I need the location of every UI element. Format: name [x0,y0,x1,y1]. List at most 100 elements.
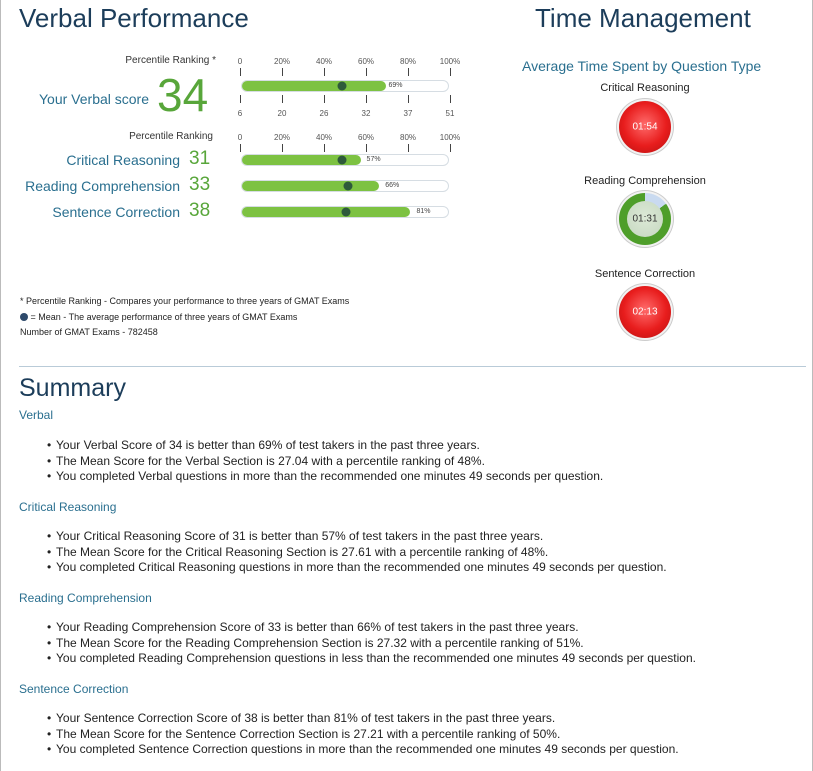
percentile-ranking-header: Percentile Ranking * [125,55,216,66]
category-percent-label-sentence-correction: 81% [416,208,431,215]
score-tick-label: 6 [237,109,243,118]
time-value-reading-comprehension: 01:31 [632,213,658,225]
category-label-critical-reasoning: Critical Reasoning [66,152,180,168]
time-value-sentence-correction: 02:13 [632,306,658,318]
summary-critical-reasoning-list: Your Critical Reasoning Score of 31 is b… [47,529,667,576]
summary-section-title: Critical Reasoning [19,500,117,514]
list-item: You completed Reading Comprehension ques… [47,651,696,667]
pct-mid-tick [324,144,325,152]
pct-top-tick [450,68,451,76]
category-bar-reading-comprehension [241,180,449,192]
verbal-mean-marker [337,81,347,91]
timer-critical-reasoning: 01:54 [619,101,671,153]
category-bar-fill-critical-reasoning [242,155,361,165]
time-management-subtitle: Average Time Spent by Question Type [522,58,762,74]
pct-mid-tick [282,144,283,152]
timer-reading-comprehension: 01:31 [619,193,671,245]
category-label-sentence-correction: Sentence Correction [52,204,180,220]
summary-section-title: Reading Comprehension [19,591,152,605]
category-mean-marker-sentence-correction [341,207,351,217]
list-item: You completed Sentence Correction questi… [47,742,679,758]
pct-top-tick [408,68,409,76]
pct-top-tick-label: 40% [315,57,333,66]
summary-verbal-list: Your Verbal Score of 34 is better than 6… [47,438,603,485]
pct-top-tick [324,68,325,76]
pct-top-tick-label: 0 [237,57,243,66]
summary-sentence-correction-list: Your Sentence Correction Score of 38 is … [47,711,679,758]
category-score-sentence-correction: 38 [189,200,211,221]
time-management-title: Time Management [535,3,751,33]
pct-mid-tick-label: 60% [357,133,375,142]
summary-title: Summary [19,374,126,402]
category-score-reading-comprehension: 33 [189,174,211,195]
category-bar-fill-sentence-correction [242,207,411,217]
pct-mid-tick-label: 20% [273,133,291,142]
category-percent-label-reading-comprehension: 66% [385,182,400,189]
time-label-reading-comprehension: Reading Comprehension [584,175,706,187]
category-mean-marker-critical-reasoning [337,155,347,165]
score-tick [324,95,325,103]
summary-section-title: Verbal [19,408,54,422]
score-tick-label: 51 [445,109,455,118]
score-tick [282,95,283,103]
time-label-critical-reasoning: Critical Reasoning [600,82,690,94]
category-bar-critical-reasoning [241,154,449,166]
pct-top-tick [240,68,241,76]
category-bar-sentence-correction [241,206,449,218]
pct-top-tick-label: 100% [439,57,461,66]
category-score-critical-reasoning: 31 [189,148,211,169]
summary-section-title: Sentence Correction [19,682,129,696]
list-item: The Mean Score for the Sentence Correcti… [47,727,679,743]
score-tick-label: 26 [319,109,329,118]
pct-top-tick-label: 20% [273,57,291,66]
time-label-sentence-correction: Sentence Correction [594,268,696,280]
category-percent-label-critical-reasoning: 57% [366,156,381,163]
list-item: The Mean Score for the Critical Reasonin… [47,545,667,561]
list-item: Your Critical Reasoning Score of 31 is b… [47,529,667,545]
verbal-score-value: 34 [157,69,209,121]
pct-top-tick-label: 80% [399,57,417,66]
score-tick [450,95,451,103]
score-tick-label: 20 [277,109,287,118]
timer-sentence-correction: 02:13 [619,286,671,338]
category-label-reading-comprehension: Reading Comprehension [25,178,180,194]
pct-mid-tick [366,144,367,152]
list-item: Your Reading Comprehension Score of 33 i… [47,620,696,636]
verbal-score-bar-fill [242,81,386,91]
list-item: Your Verbal Score of 34 is better than 6… [47,438,603,454]
pct-mid-tick [408,144,409,152]
pct-top-tick [366,68,367,76]
list-item: The Mean Score for the Verbal Section is… [47,454,603,470]
list-item: You completed Critical Reasoning questio… [47,560,667,576]
categories-percentile-header: Percentile Ranking [129,131,213,142]
time-value-critical-reasoning: 01:54 [632,121,658,133]
mean-legend-text: = Mean - The average performance of thre… [28,312,298,322]
score-tick [366,95,367,103]
score-tick [240,95,241,103]
pct-top-tick-label: 60% [357,57,375,66]
mean-dot-icon [20,313,28,321]
category-bar-fill-reading-comprehension [242,181,380,191]
mean-legend: = Mean - The average performance of thre… [20,312,297,322]
section-divider [19,366,806,367]
verbal-performance-title: Verbal Performance [19,3,249,33]
pct-mid-tick-label: 100% [439,133,461,142]
left-border [0,0,1,771]
summary-reading-comprehension-list: Your Reading Comprehension Score of 33 i… [47,620,696,667]
timer-inner-face: 01:31 [627,201,663,237]
score-tick-label: 37 [403,109,413,118]
score-tick [408,95,409,103]
category-mean-marker-reading-comprehension [343,181,353,191]
pct-mid-tick [240,144,241,152]
verbal-percent-label: 69% [388,82,403,89]
verbal-score-label: Your Verbal score [39,91,149,107]
list-item: Your Sentence Correction Score of 38 is … [47,711,679,727]
pct-mid-tick-label: 40% [315,133,333,142]
list-item: You completed Verbal questions in more t… [47,469,603,485]
pct-mid-tick [450,144,451,152]
pct-mid-tick-label: 0 [237,133,243,142]
pct-mid-tick-label: 80% [399,133,417,142]
verbal-score-bar [241,80,449,92]
percentile-footnote: * Percentile Ranking - Compares your per… [20,296,350,306]
exam-count: Number of GMAT Exams - 782458 [20,327,158,337]
